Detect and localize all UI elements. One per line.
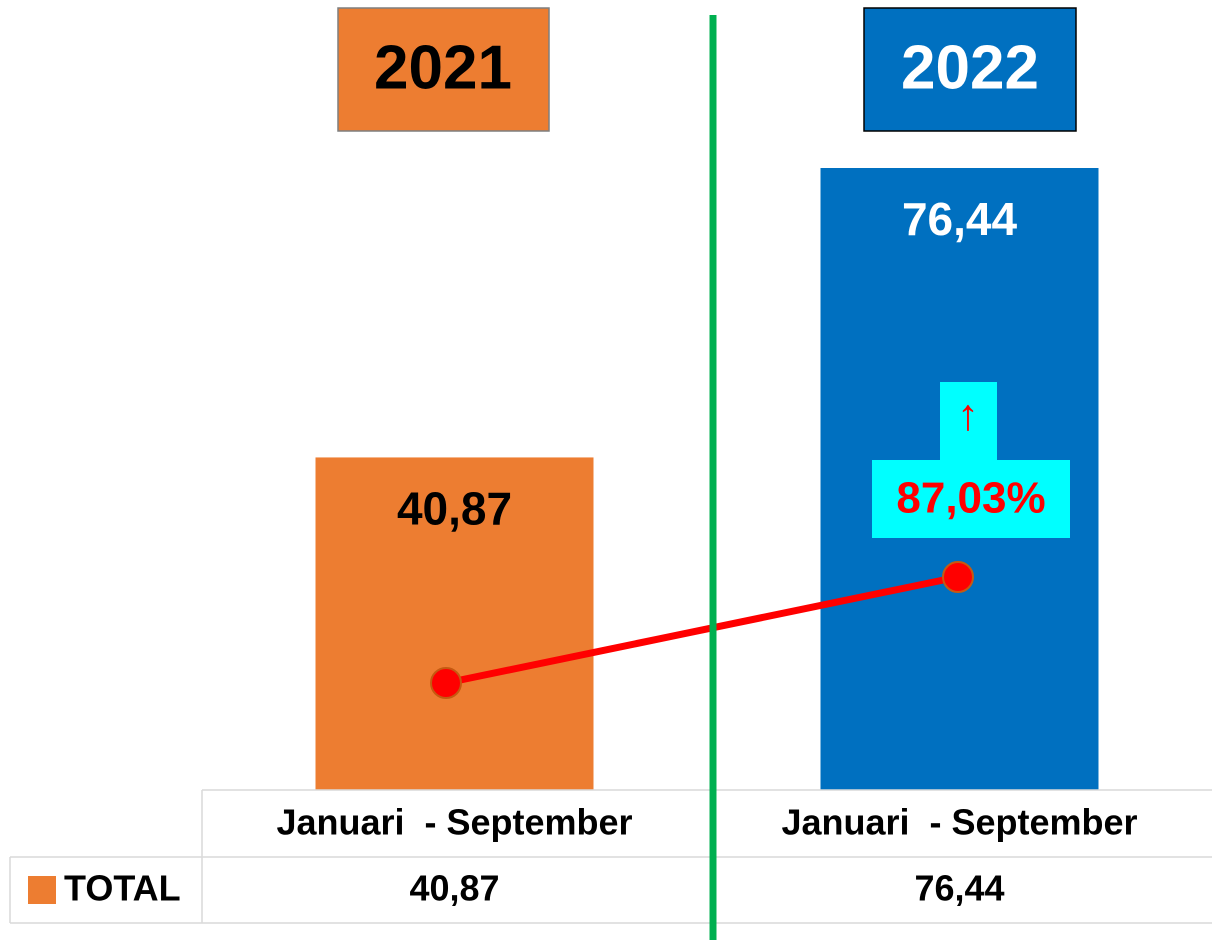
- trend-line: [445, 573, 959, 687]
- year-box: [337, 7, 550, 132]
- legend-swatch: [28, 876, 56, 904]
- year-label: 2021: [374, 33, 512, 102]
- x-tick-label: Januari - September: [276, 802, 632, 843]
- x-tick-label: Januari - September: [781, 802, 1137, 843]
- year-box: [863, 7, 1077, 132]
- year-label: 2022: [901, 33, 1039, 102]
- table-value: 76,44: [914, 868, 1004, 909]
- value-label: 40,87: [397, 483, 512, 535]
- trend-point: [430, 667, 462, 699]
- value-label: 76,44: [902, 193, 1018, 245]
- legend-label: TOTAL: [64, 868, 181, 909]
- data-table: TOTAL: [9, 789, 1212, 924]
- trend-point: [942, 561, 974, 593]
- annotation-arrow: ↑: [957, 391, 979, 440]
- annotation-text: 87,03%: [896, 474, 1045, 523]
- annotation-box: [872, 460, 1070, 538]
- bar: [315, 457, 594, 790]
- table-value: 40,87: [409, 868, 499, 909]
- annotation-box: [940, 382, 997, 462]
